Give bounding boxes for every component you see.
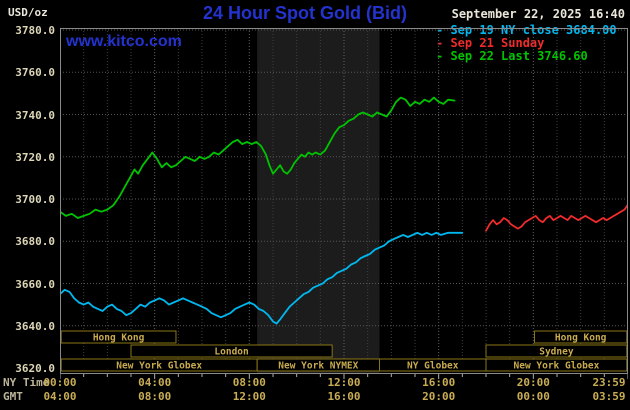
session-box xyxy=(485,358,628,372)
price-chart-plot: Hong Kong Hong Kong London Sydney New York G… xyxy=(60,28,628,379)
price-units-label: USD/oz xyxy=(8,6,48,19)
series-line-sep19-ny-close xyxy=(60,231,464,325)
session-label: Hong Kong xyxy=(555,333,607,344)
y-tick-label: 3700.0 xyxy=(15,193,55,206)
kitco-watermark-link[interactable]: www.kitco.com xyxy=(66,33,182,50)
plot-border xyxy=(60,28,628,374)
ny-time-tick-label: 16:00 xyxy=(422,376,456,389)
series-line-sep22-last xyxy=(60,96,456,219)
session-highlight-band xyxy=(257,28,380,374)
session-label: Sydney xyxy=(539,347,574,358)
ny-time-tick-label: 00:00 xyxy=(43,376,77,389)
y-tick-label: 3640.0 xyxy=(15,319,55,333)
gmt-tick-label: 08:00 xyxy=(138,390,172,403)
session-box xyxy=(130,344,333,358)
legend-item-sep22-last: - Sep 22 Last 3746.60 xyxy=(436,49,588,63)
y-tick-label: 3780.0 xyxy=(15,24,55,37)
gmt-tick-label: 16:00 xyxy=(327,390,361,403)
gmt-axis-label: GMT xyxy=(3,390,23,403)
series-line-sep21-sunday xyxy=(485,204,628,232)
session-label: NY Globex xyxy=(407,361,459,372)
ny-time-tick-label: 23:59 xyxy=(592,376,626,389)
session-box xyxy=(60,330,177,344)
session-label: Hong Kong xyxy=(93,333,145,344)
gmt-tick-label: 00:00 xyxy=(516,390,550,403)
session-label: New York Globex xyxy=(514,361,600,372)
gmt-tick-label: 03:59 xyxy=(592,390,626,403)
ny-time-tick-label: 04:00 xyxy=(138,376,172,389)
session-label: New York NYMEX xyxy=(278,361,358,372)
chart-title: 24 Hour Spot Gold (Bid) xyxy=(203,3,407,23)
ny-time-tick-label: 08:00 xyxy=(232,376,266,389)
gmt-tick-label: 04:00 xyxy=(43,390,77,403)
ny-time-axis-label: NY Time xyxy=(3,376,50,389)
session-label: New York Globex xyxy=(116,361,202,372)
y-tick-label: 3680.0 xyxy=(15,235,55,249)
session-box xyxy=(485,344,628,358)
y-tick-label: 3760.0 xyxy=(15,66,55,80)
datetime-label: September 22, 2025 16:40 xyxy=(451,7,625,21)
session-box xyxy=(534,330,628,344)
y-tick-label: 3740.0 xyxy=(15,108,55,122)
ny-time-tick-label: 12:00 xyxy=(327,376,361,389)
gmt-tick-label: 12:00 xyxy=(232,390,266,403)
y-tick-label: 3620.0 xyxy=(15,362,55,375)
session-label: London xyxy=(214,347,248,358)
y-tick-label: 3660.0 xyxy=(15,277,55,291)
gmt-tick-label: 20:00 xyxy=(422,390,456,403)
ny-time-tick-label: 20:00 xyxy=(516,376,550,389)
y-tick-label: 3720.0 xyxy=(15,150,55,164)
